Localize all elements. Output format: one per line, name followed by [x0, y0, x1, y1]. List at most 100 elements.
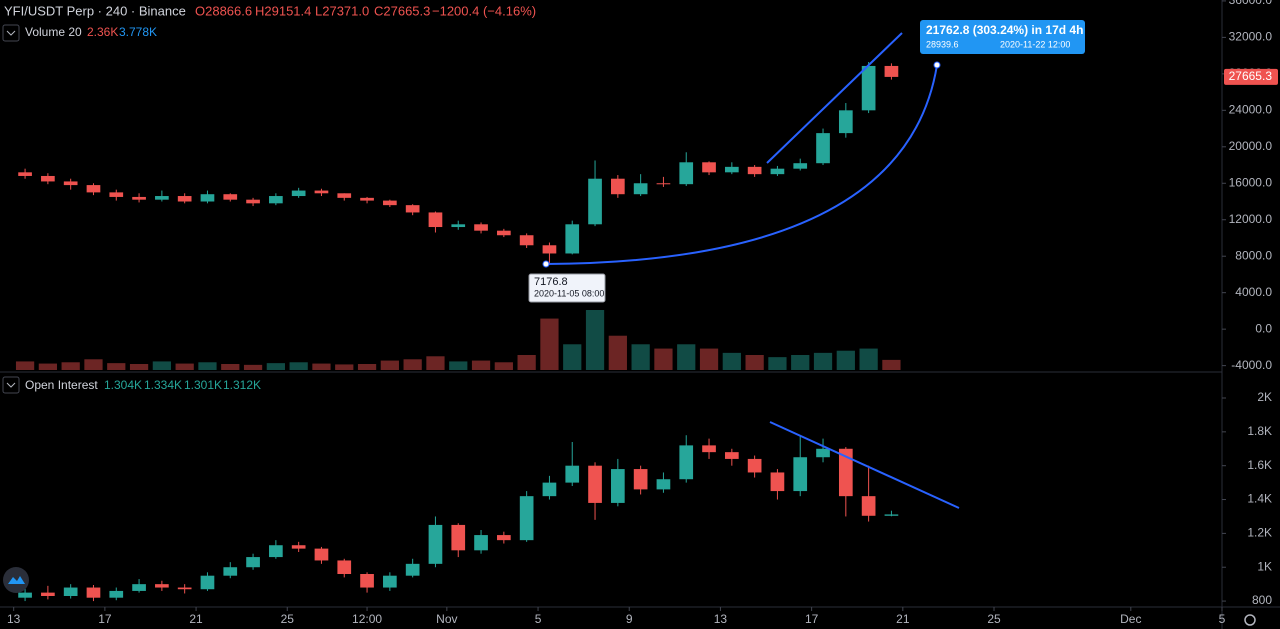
chevron	[6, 382, 16, 388]
candle-body	[838, 110, 853, 134]
volume-bar	[608, 335, 627, 370]
volume-bar	[768, 357, 787, 370]
volume-bar	[449, 361, 468, 370]
x-tick-label: Dec	[1120, 612, 1141, 626]
volume-bar	[859, 348, 878, 370]
candle-body	[18, 592, 32, 598]
candle-body	[816, 448, 830, 458]
candle-body	[314, 548, 329, 561]
candle-body	[86, 185, 101, 193]
candle-body	[63, 181, 78, 186]
candle-body	[41, 592, 55, 596]
candle-body	[428, 524, 443, 564]
volume-bar	[357, 364, 377, 370]
candle-body	[405, 205, 420, 213]
volume-bar	[882, 359, 901, 370]
measure-start[interactable]	[542, 260, 550, 268]
oi-open: 1.304K	[104, 378, 142, 392]
candle-body	[132, 196, 146, 200]
y-tick-label: 12000.0	[1229, 212, 1273, 226]
oi-trend-line[interactable]	[769, 421, 960, 509]
oi-low: 1.301K	[184, 378, 222, 392]
y-tick-label: 24000.0	[1229, 102, 1273, 116]
volume-bar	[61, 362, 80, 370]
y-tick-label: 32000.0	[1229, 30, 1273, 44]
candle-body	[337, 560, 352, 574]
volume-bar	[243, 364, 263, 370]
candle-body	[724, 452, 739, 459]
start-price: 7176.8	[534, 276, 568, 288]
x-tick-label: 9	[626, 612, 633, 626]
y-tick-label: 1.8K	[1247, 424, 1272, 438]
collapse-button[interactable]	[2, 24, 20, 42]
candle-body	[565, 224, 580, 254]
settings-icon[interactable]	[1244, 614, 1256, 626]
logo-mark	[8, 576, 25, 584]
volume-bar	[403, 359, 422, 370]
volume-bar	[15, 361, 35, 370]
candle-body	[679, 162, 694, 185]
candle-body	[177, 196, 192, 202]
volume-bar	[563, 344, 582, 370]
candle-body	[542, 482, 557, 497]
volume-bar	[175, 363, 194, 370]
volume-bar	[654, 348, 673, 370]
ohlc-low: L27371.0	[315, 3, 369, 18]
candle-body	[861, 65, 876, 111]
candle-body	[656, 479, 671, 490]
candle-body	[269, 545, 283, 558]
x-tick-label: 17	[805, 612, 819, 626]
candle-body	[702, 445, 716, 453]
y-tick-label: 16000.0	[1229, 175, 1273, 189]
y-tick-label: 36000.0	[1229, 0, 1273, 7]
measure-curve[interactable]	[545, 64, 938, 265]
collapse-button[interactable]	[2, 376, 20, 394]
x-tick-label: 21	[896, 612, 910, 626]
y-tick-label: 20000.0	[1229, 139, 1273, 153]
trend-line[interactable]	[766, 32, 903, 164]
y-tick-label: 4000.0	[1235, 285, 1272, 299]
candle-body	[451, 524, 466, 551]
y-tick-label: -4000.0	[1231, 358, 1272, 372]
candle-body	[360, 197, 374, 201]
candle-body	[41, 175, 55, 182]
y-tick-label: 1.2K	[1247, 526, 1272, 540]
volume-bar	[631, 344, 650, 370]
candle-body	[177, 587, 192, 590]
volume-bar	[677, 344, 696, 370]
candle-body	[633, 183, 648, 195]
ohlc-high: H29151.4	[255, 3, 311, 18]
candle-body	[18, 172, 32, 176]
y-tick-label: 1.4K	[1247, 492, 1272, 506]
measure-text: 21762.8 (303.24%) in 17d 4h	[926, 23, 1083, 37]
symbol: YFI/USDT Perp · 240 · Binance	[4, 3, 186, 18]
volume-bar	[517, 355, 536, 370]
volume-bar	[540, 318, 559, 370]
volume-bar	[836, 350, 855, 370]
candle-body	[474, 224, 488, 231]
y-tick-label: 0.0	[1255, 321, 1272, 335]
candle-body	[497, 230, 511, 236]
y-tick-label: 1.6K	[1247, 458, 1272, 472]
start-label-box	[528, 273, 606, 303]
candle-body	[724, 166, 739, 173]
candle-body	[633, 469, 648, 490]
candle-body	[155, 196, 169, 200]
candle-body	[291, 190, 306, 197]
chevron	[6, 30, 16, 36]
x-tick-label: 17	[98, 612, 112, 626]
volume-bar	[791, 355, 810, 370]
candle-body	[63, 587, 78, 596]
x-tick-label: 12:00	[352, 612, 382, 626]
volume-ma: 3.778K	[119, 25, 157, 39]
oi-close: 1.312K	[223, 378, 261, 392]
y-tick-label: 2K	[1257, 390, 1272, 404]
volume-bar	[585, 310, 605, 370]
measure-end[interactable]	[933, 61, 941, 69]
candle-body	[838, 448, 853, 497]
x-tick-label: 13	[7, 612, 21, 626]
candle-body	[793, 163, 808, 169]
oi-high: 1.334K	[144, 378, 182, 392]
